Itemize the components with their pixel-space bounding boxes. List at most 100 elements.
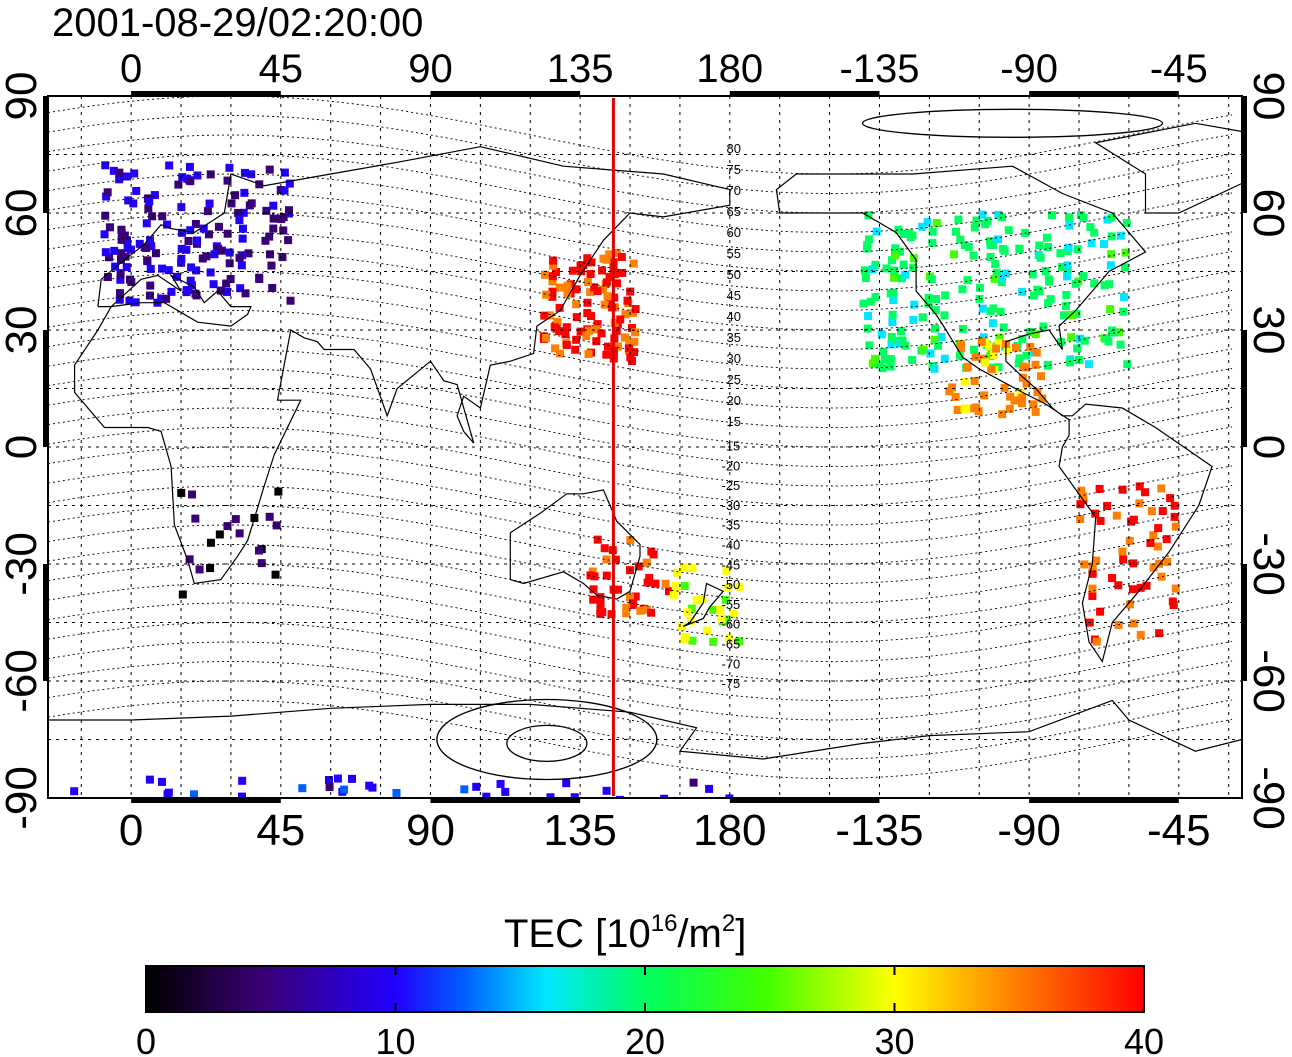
tec-cell xyxy=(125,296,134,305)
tec-cell xyxy=(887,340,896,349)
tec-cell xyxy=(934,341,943,350)
coastlines xyxy=(48,122,1242,760)
tec-cell xyxy=(989,350,998,359)
tec-cell xyxy=(1018,287,1027,296)
tec-cell xyxy=(600,544,609,553)
tec-cell xyxy=(735,582,744,591)
tec-cell xyxy=(600,300,609,309)
bottom-lon-tick-label: -135 xyxy=(835,806,923,855)
contour-label: -20 xyxy=(721,458,740,473)
tec-cell xyxy=(1084,360,1093,369)
tec-cell xyxy=(1015,244,1024,253)
tec-cell xyxy=(185,555,194,564)
tec-cell xyxy=(888,318,897,327)
tec-cell xyxy=(548,261,557,270)
contour-line xyxy=(48,680,1233,760)
tec-cell xyxy=(1073,344,1082,353)
contour-line xyxy=(48,232,1233,311)
tec-cell xyxy=(1067,333,1076,342)
tec-cell xyxy=(542,290,551,299)
tec-cell xyxy=(1022,379,1031,388)
tec-cell xyxy=(909,263,918,272)
tec-cell xyxy=(193,171,202,180)
tec-cell xyxy=(1086,223,1095,232)
tec-cell xyxy=(1136,630,1145,639)
tec-cell xyxy=(210,250,219,259)
tec-cell xyxy=(1022,351,1031,360)
tec-cell xyxy=(927,275,936,284)
tec-cell xyxy=(116,269,125,278)
tec-cell xyxy=(889,288,898,297)
tec-cell xyxy=(548,287,557,296)
tec-cell xyxy=(994,235,1003,244)
tec-cell xyxy=(861,274,870,283)
tec-cell xyxy=(1044,275,1053,284)
tec-cell xyxy=(1170,512,1179,521)
tec-cell xyxy=(1096,516,1105,525)
tec-cell xyxy=(272,521,281,530)
tec-cell xyxy=(999,323,1008,332)
tec-cell xyxy=(572,335,581,344)
contour-label: 65 xyxy=(726,204,740,219)
right-lat-tick-label: -30 xyxy=(1244,532,1292,596)
tec-cell xyxy=(1135,482,1144,491)
tec-cell xyxy=(348,774,357,783)
tec-cell xyxy=(1087,239,1096,248)
tec-cell xyxy=(244,249,253,258)
tec-cell xyxy=(924,299,933,308)
tec-cell xyxy=(603,342,612,351)
tec-cell xyxy=(1076,211,1085,220)
tec-cell xyxy=(859,299,868,308)
tec-cell xyxy=(1155,629,1164,638)
coastline xyxy=(74,146,731,585)
tec-cell xyxy=(1014,359,1023,368)
tec-cell xyxy=(1158,507,1167,516)
top-longitude-labels: 0 45 90 135 180 -135 -90 -45 xyxy=(120,47,1208,91)
tec-cell xyxy=(955,351,964,360)
tec-cell xyxy=(932,295,941,304)
tec-cell xyxy=(586,288,595,297)
contour-line xyxy=(48,251,1233,331)
contour-label: -70 xyxy=(721,656,740,671)
tec-cell xyxy=(863,240,872,249)
tec-cell xyxy=(1146,538,1155,547)
tec-cell xyxy=(1033,285,1042,294)
tec-cell xyxy=(864,211,873,220)
frame-tick-bar xyxy=(131,91,281,96)
tec-cell xyxy=(649,550,658,559)
top-lon-tick-label: 180 xyxy=(696,47,763,91)
contour-line xyxy=(48,96,1233,175)
tec-cell xyxy=(274,487,283,496)
tec-cell xyxy=(596,598,605,607)
tec-cell xyxy=(928,227,937,236)
tec-cell xyxy=(931,324,940,333)
tec-cell xyxy=(1106,305,1115,314)
tec-cell xyxy=(177,244,186,253)
tec-cell xyxy=(105,253,114,262)
tec-cell xyxy=(1035,241,1044,250)
tec-cell xyxy=(132,186,141,195)
left-lat-tick-label: 90 xyxy=(0,72,46,121)
left-lat-tick-label: -60 xyxy=(0,649,46,713)
right-lat-tick-label: 90 xyxy=(1244,72,1292,121)
tec-cell xyxy=(620,333,629,342)
tec-cell xyxy=(109,166,118,175)
tec-cell xyxy=(703,626,712,635)
tec-cell xyxy=(1018,393,1027,402)
south-pole-contour xyxy=(506,724,588,763)
tec-cell xyxy=(626,536,635,545)
tec-cell xyxy=(999,244,1008,253)
tec-cell xyxy=(1170,501,1179,510)
tec-cell xyxy=(1036,253,1045,262)
contour-line xyxy=(48,173,1233,253)
tec-cell xyxy=(117,235,126,244)
tec-cell xyxy=(130,169,139,178)
tec-cell xyxy=(1100,281,1109,290)
tec-cell xyxy=(284,236,293,245)
tec-cell xyxy=(896,327,905,336)
tec-cell xyxy=(145,197,154,206)
tec-cell xyxy=(182,245,191,254)
tec-cell xyxy=(269,224,278,233)
tec-cell xyxy=(164,266,173,275)
colorbar-tick-label: 30 xyxy=(874,1021,914,1057)
